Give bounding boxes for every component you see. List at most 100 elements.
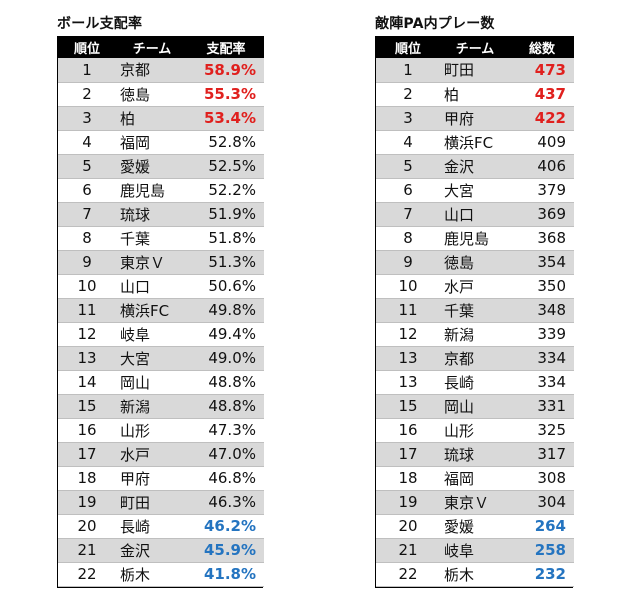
rank-cell: 21 xyxy=(58,538,116,563)
table-row: 5 金沢 406 xyxy=(376,154,574,179)
value-cell: 348 xyxy=(510,298,574,323)
header-team: チーム xyxy=(132,41,172,57)
value-cell: 409 xyxy=(510,130,574,155)
table-row: 22 栃木 232 xyxy=(376,562,574,587)
rank-cell: 16 xyxy=(376,418,440,443)
possession-table: 順位 チーム 支配率 1 京都 58.9% 2 徳島 55.3% 3 柏 53.4% 4 福岡 52.… xyxy=(58,36,264,587)
team-cell: 琉球 xyxy=(440,442,510,467)
table-row: 18 甲府 46.8% xyxy=(58,466,264,491)
table-row: 13 京都 334 xyxy=(376,346,574,371)
possession-table-body: 1 京都 58.9% 2 徳島 55.3% 3 柏 53.4% 4 福岡 52.8% 5 愛媛 52.5% 6… xyxy=(58,58,264,587)
table-row: 12 新潟 339 xyxy=(376,322,574,347)
rank-cell: 2 xyxy=(376,82,440,107)
header-rank: 順位 xyxy=(394,41,421,57)
table-row: 5 愛媛 52.5% xyxy=(58,154,264,179)
team-cell: 岐阜 xyxy=(116,322,188,347)
team-cell: 岐阜 xyxy=(440,538,510,563)
rank-cell: 22 xyxy=(376,562,440,587)
value-cell: 339 xyxy=(510,322,574,347)
table-row: 3 柏 53.4% xyxy=(58,106,264,131)
rank-cell: 16 xyxy=(58,418,116,443)
team-cell: 横浜FC xyxy=(116,298,188,323)
team-cell: 新潟 xyxy=(440,322,510,347)
header-value: 総数 xyxy=(528,41,555,57)
table-row: 15 新潟 48.8% xyxy=(58,394,264,419)
rank-cell: 11 xyxy=(58,298,116,323)
rank-cell: 2 xyxy=(58,82,116,107)
value-cell: 331 xyxy=(510,394,574,419)
value-cell: 258 xyxy=(510,538,574,563)
table-row: 4 福岡 52.8% xyxy=(58,130,264,155)
rank-cell: 10 xyxy=(58,274,116,299)
table-row: 9 徳島 354 xyxy=(376,250,574,275)
value-cell: 325 xyxy=(510,418,574,443)
pa-plays-table: 順位 チーム 総数 1 町田 473 2 柏 437 3 甲府 422 4 横浜FC 409 5 金沢 40… xyxy=(376,36,574,587)
value-cell: 379 xyxy=(510,178,574,203)
team-cell: 新潟 xyxy=(116,394,188,419)
team-cell: 琉球 xyxy=(116,202,188,227)
team-cell: 福岡 xyxy=(116,130,188,155)
team-cell: 町田 xyxy=(440,58,510,83)
value-cell: 334 xyxy=(510,346,574,371)
value-cell: 264 xyxy=(510,514,574,539)
team-cell: 東京Ｖ xyxy=(440,490,510,515)
table-row: 17 琉球 317 xyxy=(376,442,574,467)
value-cell: 58.9% xyxy=(188,58,264,83)
value-cell: 51.9% xyxy=(188,202,264,227)
team-cell: 岡山 xyxy=(440,394,510,419)
table-row: 16 山形 47.3% xyxy=(58,418,264,443)
header-team: チーム xyxy=(455,41,495,57)
pa-plays-table-title: 敵陣PA内プレー数 xyxy=(375,16,495,32)
value-cell: 50.6% xyxy=(188,274,264,299)
team-cell: 徳島 xyxy=(116,82,188,107)
value-cell: 51.8% xyxy=(188,226,264,251)
table-row: 20 愛媛 264 xyxy=(376,514,574,539)
team-cell: 愛媛 xyxy=(440,514,510,539)
table-row: 6 鹿児島 52.2% xyxy=(58,178,264,203)
table-row: 8 鹿児島 368 xyxy=(376,226,574,251)
rank-cell: 19 xyxy=(58,490,116,515)
team-cell: 京都 xyxy=(116,58,188,83)
table-row: 7 琉球 51.9% xyxy=(58,202,264,227)
value-cell: 49.4% xyxy=(188,322,264,347)
team-cell: 京都 xyxy=(440,346,510,371)
value-cell: 47.0% xyxy=(188,442,264,467)
table-row: 21 金沢 45.9% xyxy=(58,538,264,563)
table-row: 21 岐阜 258 xyxy=(376,538,574,563)
table-row: 20 長崎 46.2% xyxy=(58,514,264,539)
pa-plays-table-block: 敵陣PA内プレー数 順位 チーム 総数 1 町田 473 2 柏 437 3 甲府 422 4 横浜… xyxy=(375,12,574,588)
rank-cell: 9 xyxy=(376,250,440,275)
value-cell: 46.8% xyxy=(188,466,264,491)
value-cell: 52.2% xyxy=(188,178,264,203)
table-row: 13 大宮 49.0% xyxy=(58,346,264,371)
table-row: 12 岐阜 49.4% xyxy=(58,322,264,347)
team-cell: 栃木 xyxy=(116,562,188,587)
rank-cell: 13 xyxy=(376,346,440,371)
team-cell: 柏 xyxy=(440,82,510,107)
rank-cell: 19 xyxy=(376,490,440,515)
header-rank: 順位 xyxy=(73,41,100,57)
value-cell: 369 xyxy=(510,202,574,227)
value-cell: 48.8% xyxy=(188,394,264,419)
rank-cell: 15 xyxy=(376,394,440,419)
rank-cell: 7 xyxy=(376,202,440,227)
rank-cell: 5 xyxy=(58,154,116,179)
table-row: 1 京都 58.9% xyxy=(58,58,264,83)
table-row: 1 町田 473 xyxy=(376,58,574,83)
value-cell: 334 xyxy=(510,370,574,395)
rank-cell: 22 xyxy=(58,562,116,587)
rank-cell: 14 xyxy=(58,370,116,395)
team-cell: 長崎 xyxy=(440,370,510,395)
rank-cell: 3 xyxy=(376,106,440,131)
pa-plays-table-frame: 順位 チーム 総数 1 町田 473 2 柏 437 3 甲府 422 4 横浜FC 409 5 金沢 40… xyxy=(375,36,574,588)
table-row: 4 横浜FC 409 xyxy=(376,130,574,155)
value-cell: 473 xyxy=(510,58,574,83)
table-row: 11 横浜FC 49.8% xyxy=(58,298,264,323)
value-cell: 48.8% xyxy=(188,370,264,395)
table-row: 15 岡山 331 xyxy=(376,394,574,419)
table-row: 18 福岡 308 xyxy=(376,466,574,491)
rank-cell: 8 xyxy=(58,226,116,251)
table-row: 13 長崎 334 xyxy=(376,370,574,395)
team-cell: 柏 xyxy=(116,106,188,131)
table-row: 8 千葉 51.8% xyxy=(58,226,264,251)
